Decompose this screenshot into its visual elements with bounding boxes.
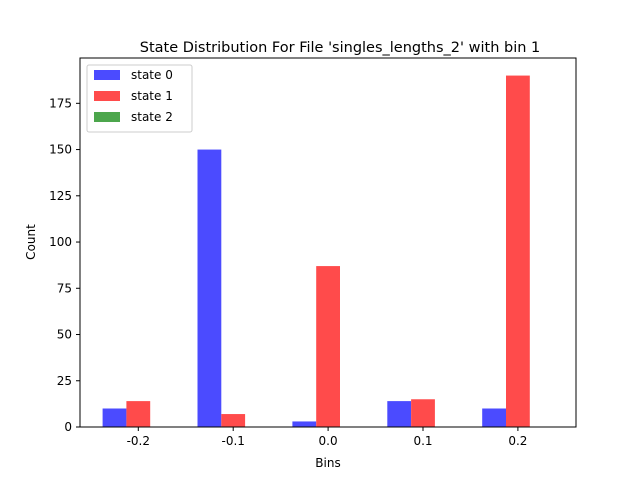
legend-swatch-state-2: [94, 112, 120, 122]
legend-label-state-1: state 1: [131, 89, 173, 103]
y-tick-label: 100: [49, 235, 72, 249]
bars-group: [102, 75, 530, 427]
legend-label-state-2: state 2: [131, 110, 173, 124]
y-tick-label: 175: [49, 96, 72, 110]
bar-state-1--0.1: [221, 414, 246, 427]
x-tick-label: -0.1: [221, 434, 244, 448]
bar-state-0--0.2: [102, 408, 127, 427]
x-axis-label: Bins: [315, 456, 340, 470]
y-tick-label: 150: [49, 143, 72, 157]
bar-state-0-0.2: [482, 408, 506, 427]
y-tick-label: 25: [57, 374, 72, 388]
x-tick-label: 0.2: [508, 434, 527, 448]
y-axis-label: Count: [24, 224, 38, 260]
bar-state-1-0.0: [316, 266, 340, 427]
bar-state-1-0.1: [411, 399, 435, 427]
x-tick-label: -0.2: [127, 434, 150, 448]
legend-label-state-0: state 0: [131, 68, 173, 82]
x-axis: -0.2 -0.1 0.0 0.1 0.2: [127, 427, 527, 448]
legend: state 0 state 1 state 2: [86, 64, 193, 133]
y-tick-label: 0: [64, 420, 72, 434]
bar-state-1--0.2: [126, 401, 151, 427]
legend-swatch-state-1: [94, 91, 120, 101]
legend-swatch-state-0: [94, 70, 120, 80]
y-tick-label: 125: [49, 189, 72, 203]
chart-title: State Distribution For File 'singles_len…: [140, 40, 541, 56]
y-axis: 0 25 50 75 100 125 150 175: [49, 96, 80, 434]
y-tick-label: 50: [57, 328, 72, 342]
bar-state-0-0.0: [292, 421, 317, 427]
x-tick-label: 0.1: [413, 434, 432, 448]
y-tick-label: 75: [57, 281, 72, 295]
bar-state-1-0.2: [506, 75, 530, 427]
bar-state-0-0.1: [387, 401, 412, 427]
x-tick-label: 0.0: [319, 434, 338, 448]
bar-state-0--0.1: [197, 149, 222, 427]
